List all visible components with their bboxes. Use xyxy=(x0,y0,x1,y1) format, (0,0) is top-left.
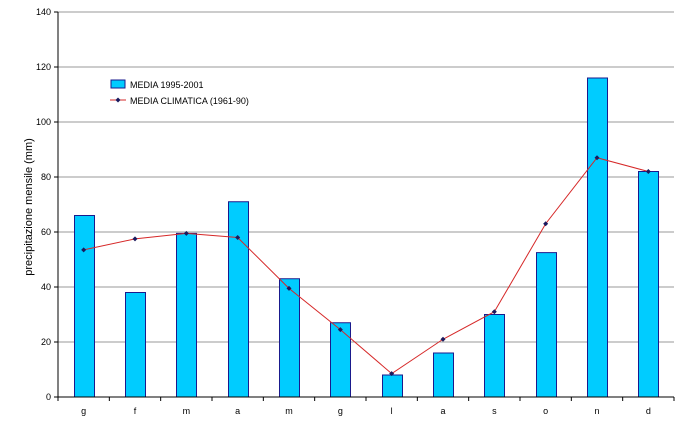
x-tick-label-9: o xyxy=(543,406,548,416)
x-tick-label-6: l xyxy=(391,406,393,416)
bar-7 xyxy=(433,352,454,398)
y-axis-title: precipitazione mensile (mm) xyxy=(23,138,35,276)
x-tick-label-0: g xyxy=(81,406,86,416)
y-tick-label-0: 0 xyxy=(46,392,51,402)
legend-bar-swatch xyxy=(110,79,126,89)
line-point-5 xyxy=(337,327,343,333)
line-point-3 xyxy=(235,235,241,240)
line-point-6 xyxy=(389,371,395,377)
y-tick-label-60: 60 xyxy=(41,227,51,237)
x-tick-label-5: g xyxy=(338,406,343,416)
y-tick-label-40: 40 xyxy=(41,282,51,292)
y-tick-label-80: 80 xyxy=(41,172,51,182)
axes xyxy=(54,11,675,401)
line-point-7 xyxy=(440,336,446,342)
bar-9 xyxy=(536,252,557,398)
bar-8 xyxy=(484,314,505,398)
bar-6 xyxy=(382,374,403,398)
y-tick-label-140: 140 xyxy=(36,7,51,17)
line-point-9 xyxy=(543,221,549,227)
bar-1 xyxy=(125,292,146,398)
legend-line-label: MEDIA CLIMATICA (1961-90) xyxy=(130,96,249,106)
bar-series xyxy=(74,77,659,398)
line-point-4 xyxy=(286,285,292,291)
legend: MEDIA 1995-2001 MEDIA CLIMATICA (1961-90… xyxy=(110,79,249,106)
x-tick-label-7: a xyxy=(440,406,445,416)
y-tick-label-120: 120 xyxy=(36,62,51,72)
bar-10 xyxy=(587,77,608,398)
line-point-0 xyxy=(81,247,87,253)
x-tick-label-10: n xyxy=(594,406,599,416)
bar-0 xyxy=(74,215,95,398)
gridlines xyxy=(58,11,674,343)
bar-3 xyxy=(228,201,249,398)
bar-11 xyxy=(638,171,659,398)
line-point-2 xyxy=(183,230,189,236)
x-tick-label-8: s xyxy=(492,406,497,416)
line-point-8 xyxy=(491,309,497,315)
bar-2 xyxy=(176,232,197,398)
y-tick-label-100: 100 xyxy=(36,117,51,127)
x-tick-label-4: m xyxy=(285,406,293,416)
x-tick-label-1: f xyxy=(134,406,137,416)
y-tick-labels: 0 20 40 60 80 100 120 140 xyxy=(36,7,51,402)
line-series xyxy=(81,155,651,377)
y-tick-label-20: 20 xyxy=(41,337,51,347)
x-tick-label-11: d xyxy=(646,406,651,416)
x-tick-label-2: m xyxy=(183,406,191,416)
legend-line-marker xyxy=(115,97,121,103)
bar-4 xyxy=(279,278,300,398)
legend-bar-label: MEDIA 1995-2001 xyxy=(130,80,204,90)
line-point-10 xyxy=(594,155,600,161)
x-tick-label-3: a xyxy=(235,406,240,416)
series-line xyxy=(83,157,649,375)
bar-5 xyxy=(330,322,351,398)
line-point-11 xyxy=(645,169,651,174)
line-point-1 xyxy=(132,236,138,242)
